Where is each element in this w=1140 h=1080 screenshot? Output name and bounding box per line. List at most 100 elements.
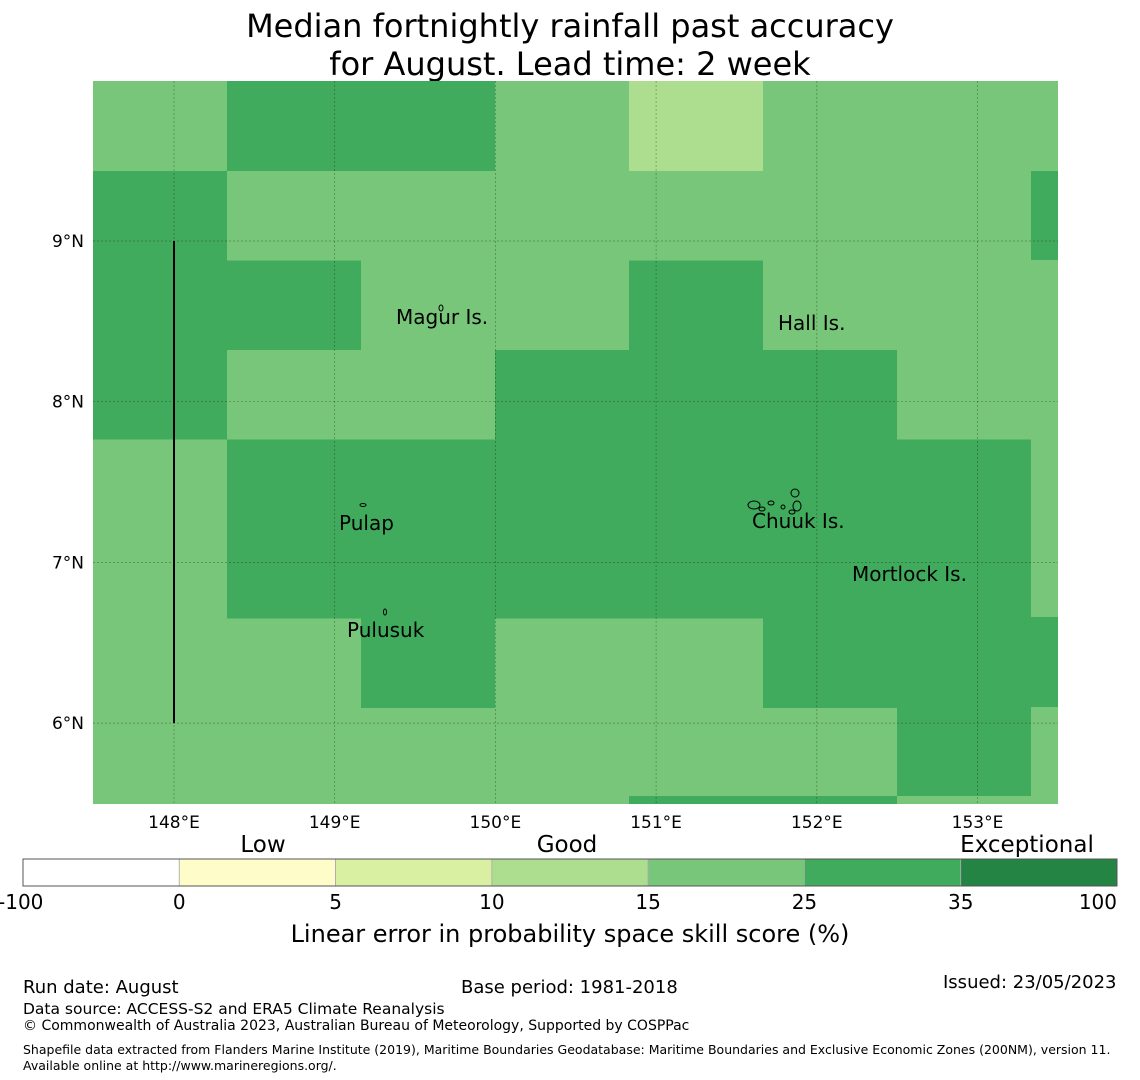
skill-cell <box>495 797 630 804</box>
skill-cell <box>227 529 362 620</box>
skill-cell <box>93 708 228 799</box>
colorbar-category: Low <box>240 832 286 858</box>
skill-cell <box>763 439 898 530</box>
skill-cell <box>897 618 1032 709</box>
lat-tick-label: 9°N <box>52 232 84 252</box>
skill-map: Magur Is. Hall Is. Pulap Chuuk Is. Mortlock … <box>22 81 1118 887</box>
run-date: Run date: August <box>23 977 179 998</box>
island-outlines <box>359 304 802 616</box>
colorbar-segment <box>335 858 493 887</box>
skill-cell <box>227 171 362 262</box>
skill-cell <box>763 171 898 262</box>
skill-cell <box>227 350 362 441</box>
skill-cell <box>1031 617 1058 707</box>
skill-cell <box>361 618 496 709</box>
skill-cell <box>93 797 228 804</box>
island-outline <box>747 500 761 510</box>
skill-cell <box>763 260 898 351</box>
colorbar-segment <box>491 858 649 887</box>
place-label: Magur Is. <box>396 305 488 329</box>
skill-cell <box>1031 81 1058 171</box>
island-outline <box>792 500 802 512</box>
skill-cell <box>495 529 630 620</box>
skill-cell <box>227 260 362 351</box>
colorbar-tick: 10 <box>479 890 505 914</box>
chart-title-line-2: for August. Lead time: 2 week <box>329 45 811 83</box>
skill-cell <box>227 618 362 709</box>
skill-cell <box>495 171 630 262</box>
skill-cell <box>629 81 764 172</box>
lon-tick-label: 153°E <box>952 813 1004 833</box>
lat-tick-label: 6°N <box>52 714 84 734</box>
skill-cell <box>629 708 764 799</box>
skill-cell <box>495 260 630 351</box>
skill-cell <box>897 260 1032 351</box>
skill-cell <box>897 350 1032 441</box>
island-outline <box>780 504 786 510</box>
skill-cell <box>93 529 228 620</box>
skill-cell <box>495 708 630 799</box>
colorbar-tick: 15 <box>635 890 661 914</box>
place-label: Mortlock Is. <box>852 562 967 586</box>
lat-tick-label: 7°N <box>52 553 84 573</box>
island-outline <box>767 500 775 506</box>
skill-cell <box>495 439 630 530</box>
island-outline <box>788 509 796 515</box>
skill-cell <box>897 796 1058 804</box>
lon-tick-label: 152°E <box>791 813 843 833</box>
skill-cell <box>629 529 764 620</box>
skill-cell <box>361 439 496 530</box>
skill-cell <box>1031 707 1058 804</box>
place-labels: Magur Is. Hall Is. Pulap Chuuk Is. Mortlock … <box>339 305 967 642</box>
island-outline <box>790 488 800 498</box>
lat-tick-label: 8°N <box>52 393 84 413</box>
colorbar-title: Linear error in probability space skill … <box>290 920 850 948</box>
skill-cell <box>629 350 764 441</box>
skill-cell <box>897 81 1032 172</box>
skill-cell <box>897 529 1032 620</box>
map-axes: 148°E 149°E 150°E 151°E 152°E 153°E 9°N 8°N 7°N 6… <box>52 232 1003 833</box>
colorbar-segment <box>960 858 1118 887</box>
colorbar-tick: 25 <box>791 890 818 914</box>
skill-cell <box>763 708 898 799</box>
colorbar-tick: 0 <box>172 890 186 914</box>
lon-tick-label: 148°E <box>148 813 200 833</box>
colorbar-tick: -100 <box>0 890 44 914</box>
skill-cell <box>361 350 496 441</box>
skill-cell <box>93 171 228 262</box>
skill-cell <box>93 81 228 172</box>
skill-cell <box>897 439 1032 530</box>
skill-cell <box>629 171 764 262</box>
island-outline <box>383 608 387 616</box>
place-label: Pulusuk <box>347 618 425 642</box>
skill-cell <box>495 81 630 172</box>
island-outline <box>359 503 367 507</box>
colorbar-tick: 5 <box>329 890 342 914</box>
skill-cell <box>1031 171 1058 260</box>
skill-cell <box>361 797 496 804</box>
skill-cells <box>93 81 1058 804</box>
skill-cell <box>361 529 496 620</box>
skill-cell <box>629 260 764 351</box>
island-outline <box>758 506 766 512</box>
skill-cell <box>361 81 496 172</box>
skill-cell <box>93 350 228 441</box>
skill-cell <box>227 439 362 530</box>
skill-cell <box>763 529 898 620</box>
skill-cell <box>361 708 496 799</box>
skill-cell <box>897 171 1032 262</box>
copyright: © Commonwealth of Australia 2023, Austra… <box>23 1018 690 1034</box>
skill-cell <box>495 350 630 441</box>
skill-cell <box>495 618 630 709</box>
shapefile-note: Shapefile data extracted from Flanders M… <box>23 1042 1111 1073</box>
colorbar-segment <box>178 858 336 887</box>
skill-cell <box>93 618 228 709</box>
data-source: Data source: ACCESS-S2 and ERA5 Climate … <box>23 1000 445 1018</box>
colorbar-segment <box>804 858 962 887</box>
colorbar <box>22 858 1118 887</box>
skill-cell <box>1031 260 1058 617</box>
skill-cell <box>629 618 764 709</box>
base-period: Base period: 1981-2018 <box>461 977 678 998</box>
place-label: Chuuk Is. <box>752 509 845 533</box>
chart-title-line-1: Median fortnightly rainfall past accurac… <box>246 7 894 45</box>
